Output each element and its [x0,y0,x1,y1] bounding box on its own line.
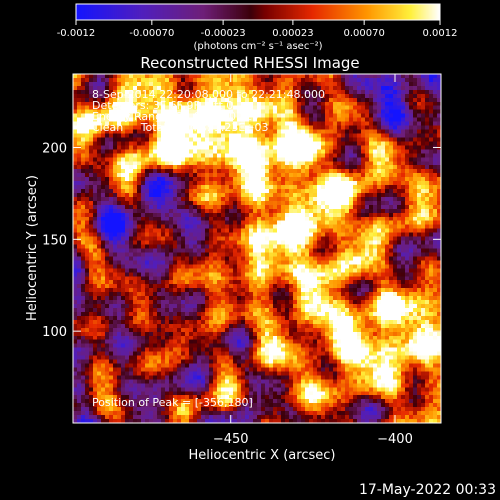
y-axis-ticks: 100 150 200 [42,141,441,340]
info-clean-counts: Clean Total counts: 1.23E+03 [92,121,269,134]
y-tick-label: 150 [42,233,67,248]
info-detectors: Detectors: 3F 6F 9F, Att 0 [92,99,234,112]
info-time-range: 8-Sep-2014 22:20:08.000 to 22:21:48.000 [92,88,325,101]
y-tick-label: 200 [42,141,67,156]
x-axis-label: Heliocentric X (arcsec) [189,448,336,463]
x-tick-label: −400 [377,432,413,447]
info-peak-position: Position of Peak = [-356,180] [92,396,253,409]
y-axis-label: Heliocentric Y (arcsec) [25,175,40,321]
x-tick-label: −450 [213,432,249,447]
timestamp: 17-May-2022 00:33 [358,482,496,498]
colorbar-tick-label: -0.00070 [129,28,174,39]
colorbar-tick-label: 0.0012 [423,28,458,39]
chart-title: Reconstructed RHESSI Image [140,54,359,72]
plot-frame [72,73,442,424]
colorbar-tick-label: -0.0012 [57,28,96,39]
info-energy-range: Energy Range: 25.0 - 50.0 keV [92,110,260,123]
colorbar-frame [75,3,441,21]
colorbar-ticks: -0.0012 -0.00070 -0.00023 0.00023 0.00070 0.0… [57,20,458,39]
colorbar-unit-label: (photons cm⁻² s⁻¹ asec⁻²) [193,41,322,52]
x-axis-ticks: −450−400−350 [213,74,413,447]
colorbar-tick-label: 0.00023 [272,28,313,39]
colorbar [76,4,440,20]
y-tick-label: 100 [42,325,67,340]
colorbar-tick-label: 0.00070 [343,28,384,39]
colorbar-tick-label: -0.00023 [201,28,246,39]
heatmap-image [73,74,441,423]
